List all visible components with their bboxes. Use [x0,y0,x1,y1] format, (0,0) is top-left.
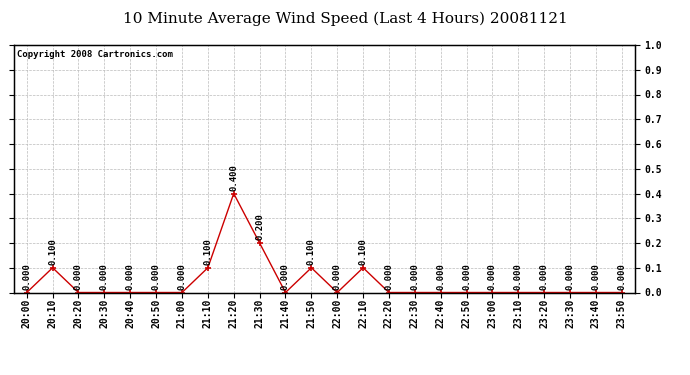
Text: 0.000: 0.000 [126,263,135,290]
Text: 0.400: 0.400 [229,164,238,191]
Text: 0.000: 0.000 [488,263,497,290]
Text: 0.100: 0.100 [307,238,316,265]
Text: 0.200: 0.200 [255,213,264,240]
Text: 0.000: 0.000 [591,263,600,290]
Text: 0.000: 0.000 [514,263,523,290]
Text: 0.000: 0.000 [333,263,342,290]
Text: 0.100: 0.100 [204,238,213,265]
Text: 0.000: 0.000 [618,263,627,290]
Text: 0.000: 0.000 [566,263,575,290]
Text: 0.000: 0.000 [411,263,420,290]
Text: 0.000: 0.000 [540,263,549,290]
Text: 0.000: 0.000 [384,263,393,290]
Text: 0.000: 0.000 [177,263,186,290]
Text: 10 Minute Average Wind Speed (Last 4 Hours) 20081121: 10 Minute Average Wind Speed (Last 4 Hou… [123,11,567,26]
Text: 0.000: 0.000 [22,263,31,290]
Text: 0.000: 0.000 [436,263,445,290]
Text: 0.100: 0.100 [359,238,368,265]
Text: 0.000: 0.000 [74,263,83,290]
Text: Copyright 2008 Cartronics.com: Copyright 2008 Cartronics.com [17,50,172,59]
Text: 0.000: 0.000 [152,263,161,290]
Text: 0.000: 0.000 [100,263,109,290]
Text: 0.000: 0.000 [281,263,290,290]
Text: 0.000: 0.000 [462,263,471,290]
Text: 0.100: 0.100 [48,238,57,265]
